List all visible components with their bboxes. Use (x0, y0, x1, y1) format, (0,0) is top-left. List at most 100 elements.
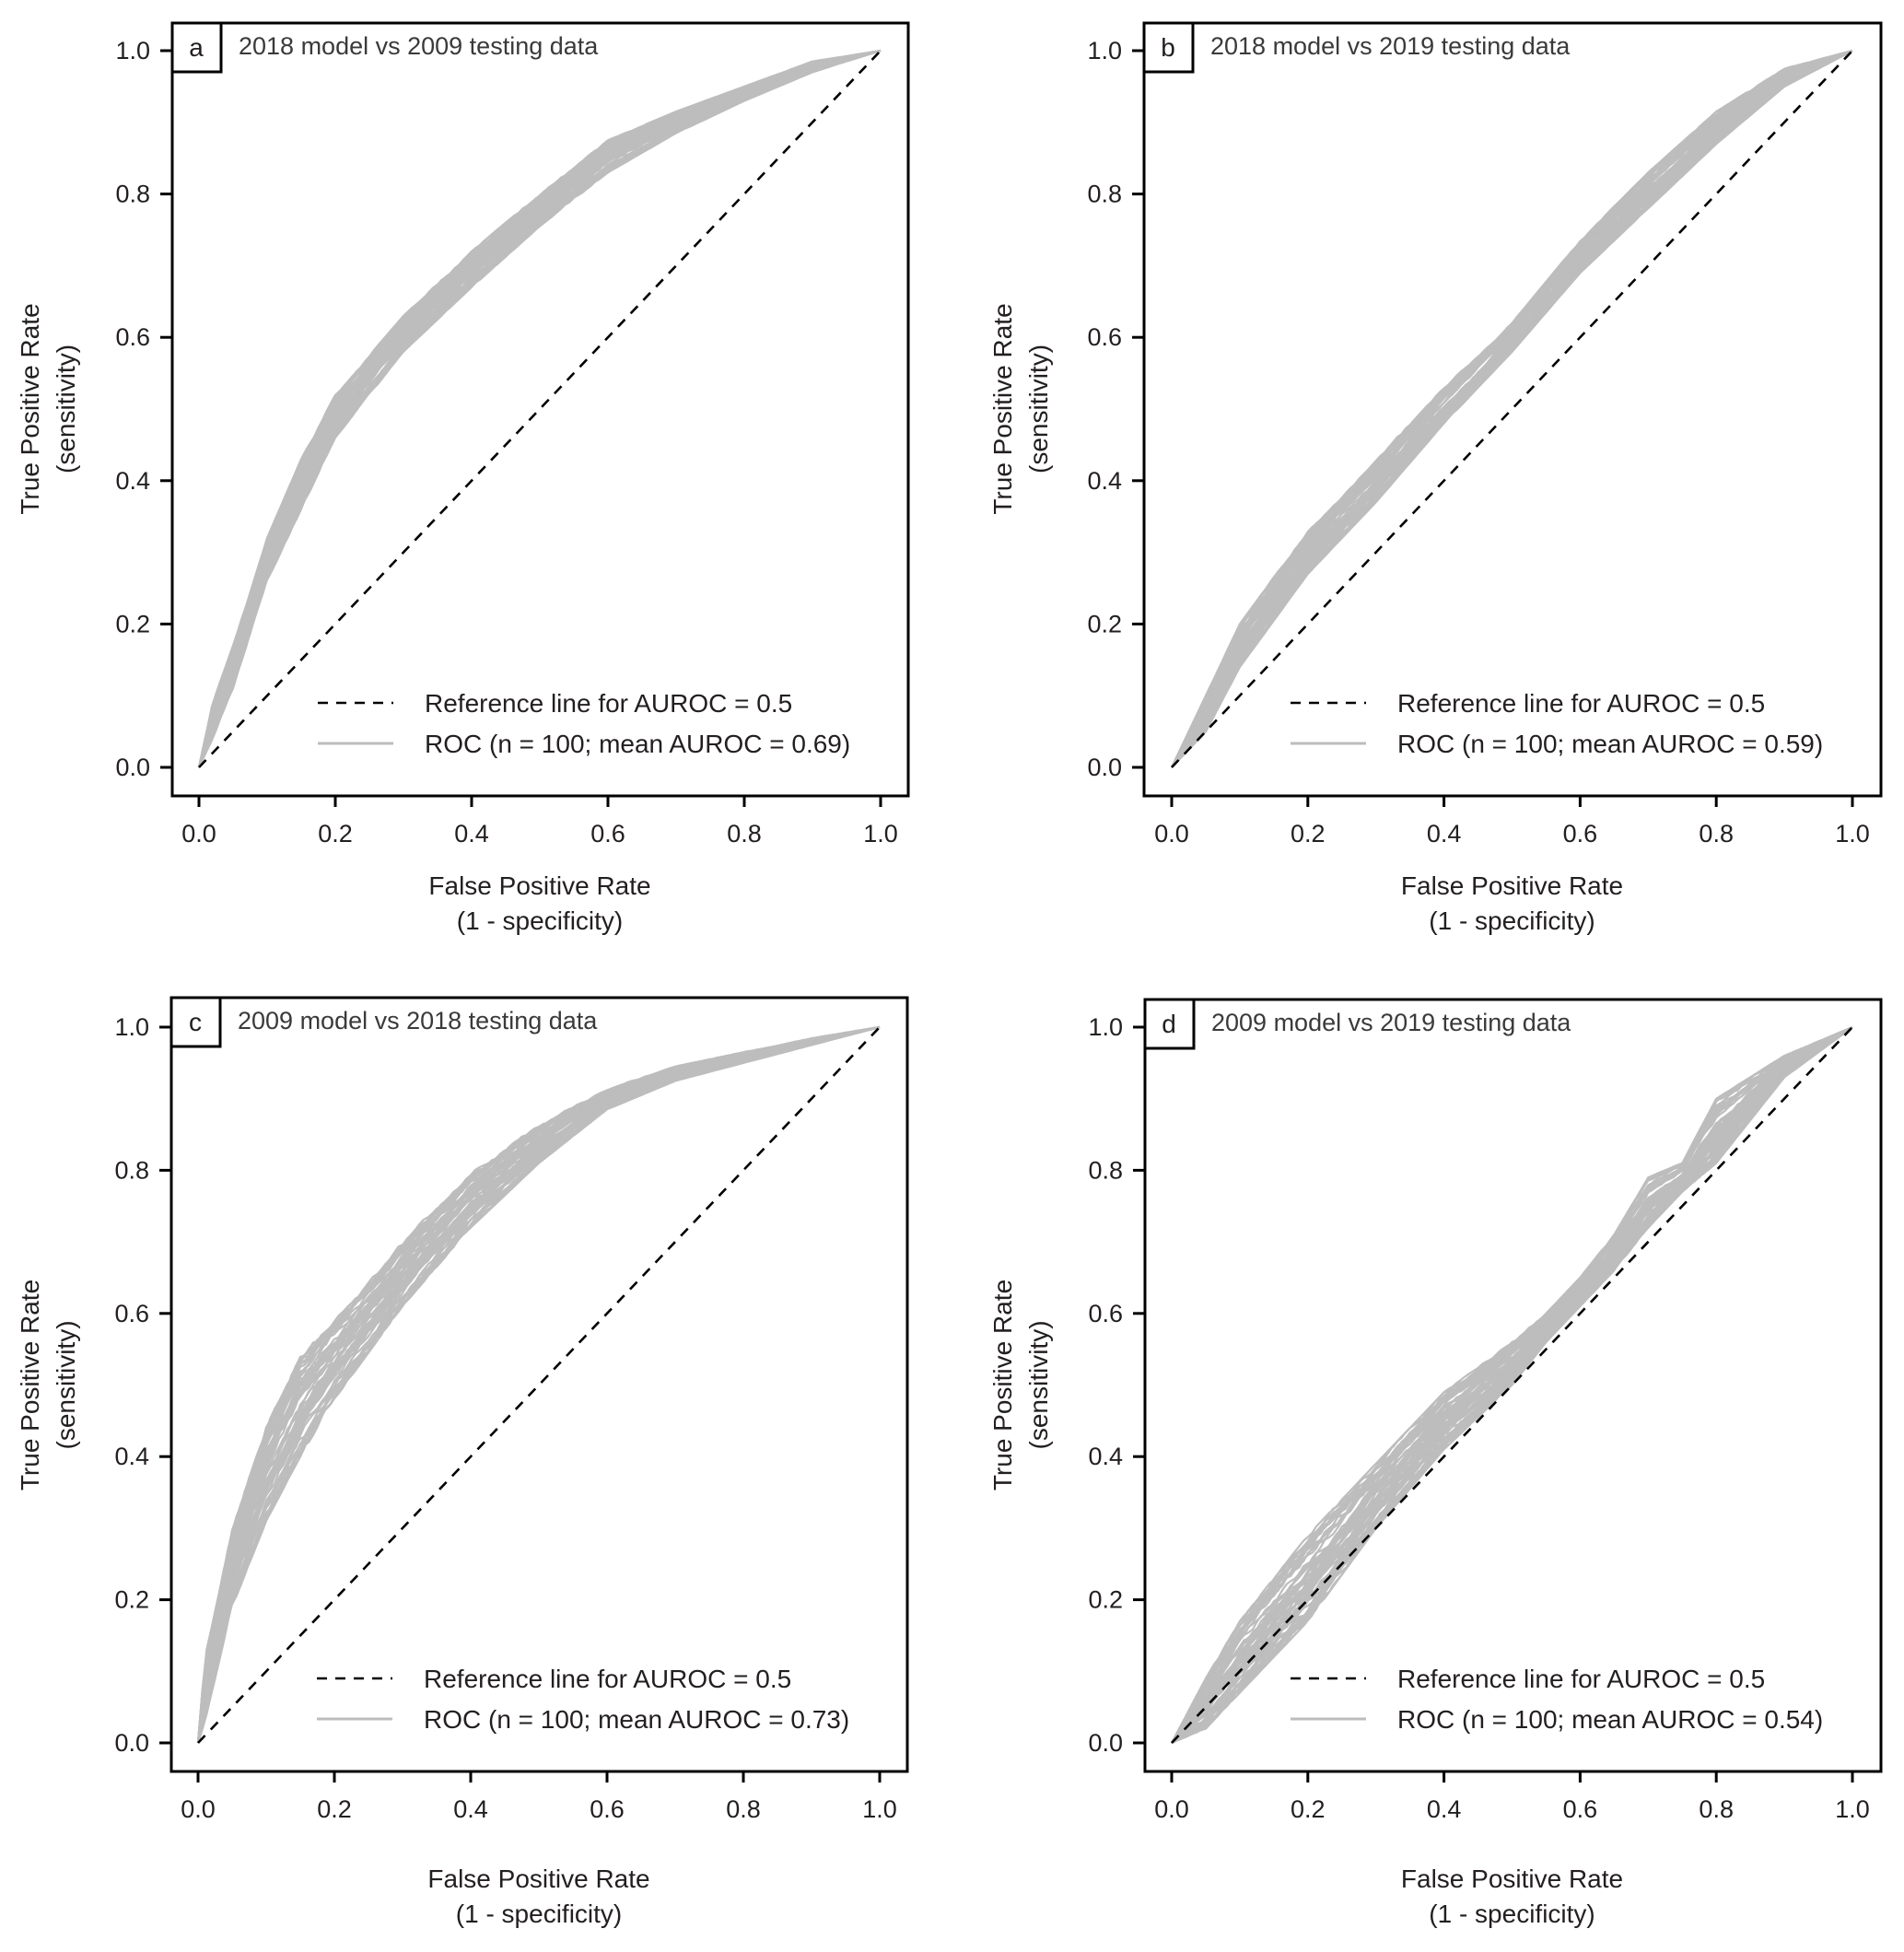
roc-curves-group (197, 49, 882, 768)
y-tick-label: 0.0 (1088, 1729, 1123, 1757)
panel-title: 2018 model vs 2019 testing data (1210, 32, 1571, 60)
x-axis-subtitle: (1 - specificity) (1429, 906, 1594, 935)
y-tick-label: 0.4 (115, 467, 150, 495)
y-tick-label: 0.0 (114, 1729, 149, 1757)
panel-letter: d (1162, 1010, 1176, 1038)
roc-curve (197, 49, 882, 768)
x-tick-label: 1.0 (863, 820, 898, 847)
x-axis-title: False Positive Rate (427, 1864, 649, 1893)
x-tick-label: 1.0 (1835, 820, 1870, 847)
roc-curve (197, 49, 882, 768)
legend-reference-label: Reference line for AUROC = 0.5 (1397, 689, 1765, 718)
legend: Reference line for AUROC = 0.5 ROC (n = 1… (1291, 1665, 1823, 1734)
x-axis-subtitle: (1 - specificity) (1429, 1899, 1594, 1928)
x-tick-label: 0.6 (590, 1795, 625, 1823)
panel-letter-box (170, 21, 223, 74)
x-tick-label: 0.0 (1154, 1795, 1189, 1823)
y-axis-subtitle: (sensitivity) (1024, 1320, 1053, 1449)
roc-curve (1171, 49, 1853, 768)
plot-frame (169, 996, 909, 1773)
x-tick-label: 0.8 (726, 1795, 761, 1823)
roc-curve (1171, 1026, 1853, 1744)
legend-reference-label: Reference line for AUROC = 0.5 (1397, 1665, 1765, 1693)
y-axis-title: True Positive Rate (988, 1280, 1017, 1490)
panel-letter: c (189, 1008, 202, 1036)
x-tick-label: 0.2 (1291, 820, 1326, 847)
y-tick-label: 0.4 (1087, 467, 1122, 495)
roc-curve (196, 1025, 881, 1744)
legend-reference-label: Reference line for AUROC = 0.5 (424, 1665, 791, 1693)
x-tick-label: 0.0 (181, 820, 216, 847)
roc-curve (196, 1025, 881, 1744)
x-tick-label: 0.6 (1563, 820, 1598, 847)
y-axis-title: True Positive Rate (16, 1280, 44, 1490)
roc-curves-group (1171, 49, 1853, 768)
x-tick-label: 1.0 (1835, 1795, 1870, 1823)
panel-d: d 2009 model vs 2019 testing data 0.0 0.2 0.… (988, 998, 1883, 1928)
y-axis-subtitle: (sensitivity) (52, 1320, 80, 1449)
panel-letter-box (169, 996, 222, 1048)
x-tick-label: 0.4 (453, 1795, 488, 1823)
roc-curve (1171, 50, 1853, 768)
x-tick-label: 0.8 (1699, 1795, 1734, 1823)
panel-letter: a (189, 33, 204, 62)
roc-curves-group (196, 1025, 881, 1744)
panel-title: 2009 model vs 2019 testing data (1211, 1009, 1571, 1036)
legend-roc-label: ROC (n = 100; mean AUROC = 0.54) (1397, 1705, 1823, 1734)
y-tick-label: 0.8 (114, 1156, 149, 1184)
y-tick-label: 0.8 (1087, 181, 1122, 208)
roc-curve (1171, 49, 1853, 768)
x-tick-label: 0.2 (1291, 1795, 1326, 1823)
y-tick-label: 1.0 (1087, 37, 1122, 64)
y-tick-label: 0.0 (1087, 754, 1122, 781)
x-tick-label: 0.8 (1699, 820, 1734, 847)
x-tick-label: 0.4 (1427, 820, 1462, 847)
y-tick-label: 0.8 (115, 181, 150, 208)
legend-reference-label: Reference line for AUROC = 0.5 (425, 689, 792, 718)
y-tick-label: 0.0 (115, 754, 150, 781)
roc-curve (1171, 1025, 1853, 1744)
legend-roc-label: ROC (n = 100; mean AUROC = 0.59) (1397, 730, 1823, 758)
panel-letter: b (1161, 33, 1175, 62)
y-tick-label: 0.4 (1088, 1443, 1123, 1470)
reference-line (1171, 50, 1853, 768)
x-tick-label: 0.4 (454, 820, 489, 847)
panel-letter-box (1143, 998, 1196, 1050)
legend-roc-label: ROC (n = 100; mean AUROC = 0.73) (424, 1705, 849, 1734)
legend: Reference line for AUROC = 0.5 ROC (n = 1… (317, 1665, 849, 1734)
legend: Reference line for AUROC = 0.5 ROC (n = 1… (1291, 689, 1823, 758)
x-tick-label: 0.2 (317, 1795, 352, 1823)
y-axis-subtitle: (sensitivity) (1024, 345, 1053, 473)
y-tick-label: 0.2 (115, 610, 150, 637)
y-tick-label: 1.0 (115, 37, 150, 64)
x-tick-label: 0.6 (590, 820, 625, 847)
roc-curve (1171, 1025, 1853, 1744)
x-tick-label: 0.6 (1563, 1795, 1598, 1823)
y-tick-label: 0.2 (114, 1586, 149, 1614)
roc-curve (1171, 49, 1853, 768)
x-axis-title: False Positive Rate (428, 871, 650, 900)
panel-title: 2009 model vs 2018 testing data (238, 1007, 598, 1034)
roc-curve (196, 1025, 881, 1744)
x-axis-subtitle: (1 - specificity) (457, 906, 623, 935)
roc-curve (196, 1025, 881, 1744)
x-axis-subtitle: (1 - specificity) (456, 1899, 622, 1928)
panel-letter-box (1142, 21, 1195, 74)
roc-curve (197, 49, 882, 768)
y-axis-title: True Positive Rate (16, 303, 44, 514)
y-tick-label: 0.6 (1087, 323, 1122, 351)
y-tick-label: 0.2 (1088, 1586, 1123, 1614)
y-tick-label: 0.6 (115, 323, 150, 351)
y-tick-label: 1.0 (1088, 1013, 1123, 1041)
panel-b: b 2018 model vs 2019 testing data 0.0 0.2 0.… (988, 21, 1883, 935)
y-tick-label: 0.6 (1088, 1300, 1123, 1327)
plot-frame (1142, 21, 1883, 798)
legend-roc-label: ROC (n = 100; mean AUROC = 0.69) (425, 730, 850, 758)
y-tick-label: 0.8 (1088, 1156, 1123, 1184)
x-tick-label: 1.0 (862, 1795, 897, 1823)
panel-title: 2018 model vs 2009 testing data (239, 32, 599, 60)
roc-curve (197, 49, 882, 768)
x-tick-label: 0.4 (1427, 1795, 1462, 1823)
legend: Reference line for AUROC = 0.5 ROC (n = 1… (318, 689, 850, 758)
